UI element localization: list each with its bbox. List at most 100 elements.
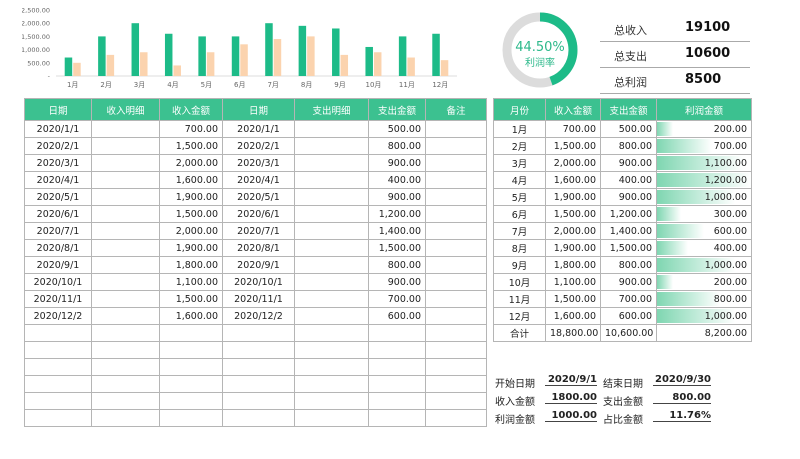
table-cell[interactable]: 2020/3/1 — [222, 154, 295, 172]
table-cell[interactable] — [91, 154, 160, 172]
table-cell[interactable]: 1,100.00 — [656, 154, 752, 172]
table-cell[interactable] — [91, 409, 160, 427]
table-cell[interactable]: 2020/4/1 — [24, 171, 92, 189]
table-cell[interactable]: 2020/2/1 — [222, 137, 295, 155]
table-cell[interactable]: 1,200.00 — [600, 205, 657, 223]
table-cell[interactable] — [294, 256, 369, 274]
table-cell[interactable] — [294, 137, 369, 155]
table-cell[interactable] — [159, 358, 223, 376]
table-cell[interactable]: 1,500.00 — [159, 137, 223, 155]
table-cell[interactable]: 2020/5/1 — [222, 188, 295, 206]
table-cell[interactable] — [425, 205, 487, 223]
table-cell[interactable]: 800.00 — [368, 256, 426, 274]
table-cell[interactable] — [425, 392, 487, 410]
table-cell[interactable] — [294, 358, 369, 376]
table-cell[interactable] — [91, 188, 160, 206]
table-cell[interactable] — [91, 324, 160, 342]
table-cell[interactable]: 1,500.00 — [545, 137, 601, 155]
table-cell[interactable] — [24, 341, 92, 359]
table-cell[interactable]: 1,400.00 — [600, 222, 657, 240]
table-cell[interactable]: 1,200.00 — [368, 205, 426, 223]
table-cell[interactable] — [294, 171, 369, 189]
table-cell[interactable] — [425, 120, 487, 138]
table-cell[interactable]: 2020/6/1 — [222, 205, 295, 223]
table-cell[interactable] — [91, 273, 160, 291]
table-cell[interactable] — [294, 324, 369, 342]
table-cell[interactable]: 1,600.00 — [545, 307, 601, 325]
table-cell[interactable] — [222, 324, 295, 342]
table-cell[interactable]: 1,500.00 — [545, 290, 601, 308]
table-cell[interactable] — [368, 324, 426, 342]
table-cell[interactable]: 1,500.00 — [545, 205, 601, 223]
table-cell[interactable] — [222, 358, 295, 376]
table-cell[interactable]: 合计 — [493, 324, 546, 342]
table-cell[interactable]: 3月 — [493, 154, 546, 172]
table-cell[interactable]: 2020/12/2 — [222, 307, 295, 325]
table-cell[interactable] — [425, 256, 487, 274]
table-cell[interactable]: 2020/12/2 — [24, 307, 92, 325]
table-cell[interactable]: 10,600.00 — [600, 324, 657, 342]
table-cell[interactable] — [159, 409, 223, 427]
table-cell[interactable] — [24, 358, 92, 376]
table-cell[interactable] — [425, 222, 487, 240]
table-cell[interactable]: 1,500.00 — [159, 290, 223, 308]
table-cell[interactable] — [425, 273, 487, 291]
table-cell[interactable]: 2020/7/1 — [222, 222, 295, 240]
table-cell[interactable] — [425, 290, 487, 308]
table-cell[interactable] — [91, 358, 160, 376]
table-cell[interactable]: 1,800.00 — [545, 256, 601, 274]
table-cell[interactable] — [294, 120, 369, 138]
table-cell[interactable] — [159, 392, 223, 410]
table-cell[interactable]: 800.00 — [368, 137, 426, 155]
table-cell[interactable]: 1,600.00 — [545, 171, 601, 189]
table-cell[interactable] — [91, 205, 160, 223]
table-cell[interactable] — [425, 341, 487, 359]
table-cell[interactable] — [368, 392, 426, 410]
table-cell[interactable]: 1,000.00 — [656, 307, 752, 325]
table-cell[interactable]: 2,000.00 — [545, 154, 601, 172]
table-cell[interactable]: 2020/3/1 — [24, 154, 92, 172]
table-cell[interactable] — [24, 392, 92, 410]
table-cell[interactable] — [91, 120, 160, 138]
table-cell[interactable] — [294, 205, 369, 223]
table-cell[interactable] — [294, 188, 369, 206]
table-cell[interactable]: 1,000.00 — [656, 188, 752, 206]
table-cell[interactable]: 700.00 — [545, 120, 601, 138]
table-cell[interactable]: 1,900.00 — [545, 239, 601, 257]
table-cell[interactable] — [91, 239, 160, 257]
table-cell[interactable] — [294, 409, 369, 427]
table-cell[interactable] — [368, 341, 426, 359]
end-date-value[interactable]: 2020/9/30 — [653, 374, 711, 386]
table-cell[interactable]: 400.00 — [368, 171, 426, 189]
table-cell[interactable]: 2020/1/1 — [222, 120, 295, 138]
table-cell[interactable]: 300.00 — [656, 205, 752, 223]
table-cell[interactable] — [24, 324, 92, 342]
table-cell[interactable]: 600.00 — [600, 307, 657, 325]
table-cell[interactable]: 11月 — [493, 290, 546, 308]
table-cell[interactable]: 800.00 — [600, 137, 657, 155]
table-cell[interactable] — [91, 375, 160, 393]
table-cell[interactable]: 2020/1/1 — [24, 120, 92, 138]
table-cell[interactable]: 2020/11/1 — [24, 290, 92, 308]
table-cell[interactable]: 400.00 — [600, 171, 657, 189]
table-cell[interactable]: 700.00 — [656, 137, 752, 155]
table-cell[interactable] — [91, 256, 160, 274]
table-cell[interactable] — [91, 171, 160, 189]
table-cell[interactable]: 600.00 — [656, 222, 752, 240]
table-cell[interactable] — [368, 375, 426, 393]
table-cell[interactable] — [425, 358, 487, 376]
table-cell[interactable]: 6月 — [493, 205, 546, 223]
table-cell[interactable]: 2,000.00 — [545, 222, 601, 240]
table-cell[interactable] — [425, 307, 487, 325]
table-cell[interactable]: 2020/7/1 — [24, 222, 92, 240]
table-cell[interactable] — [425, 137, 487, 155]
table-cell[interactable]: 2020/9/1 — [24, 256, 92, 274]
table-cell[interactable] — [368, 409, 426, 427]
table-cell[interactable] — [159, 375, 223, 393]
start-date-value[interactable]: 2020/9/1 — [545, 374, 597, 386]
table-cell[interactable]: 2020/10/1 — [222, 273, 295, 291]
table-cell[interactable] — [91, 222, 160, 240]
table-cell[interactable]: 1,400.00 — [368, 222, 426, 240]
table-cell[interactable] — [425, 375, 487, 393]
table-cell[interactable]: 2月 — [493, 137, 546, 155]
